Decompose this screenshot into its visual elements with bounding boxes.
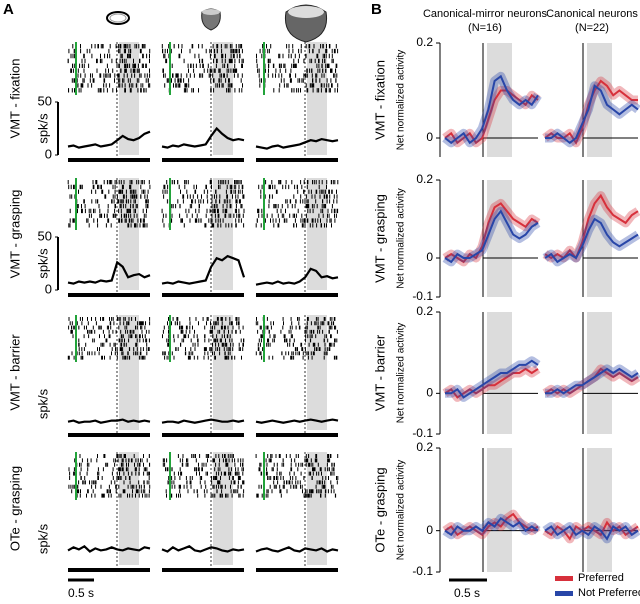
response-window: [213, 178, 233, 290]
mean-line: [444, 74, 539, 145]
mean-line: [444, 202, 539, 264]
row-label: spk/s: [35, 388, 50, 419]
row-label: Net normalized activity: [396, 460, 407, 561]
y-tick-label: -0.1: [412, 564, 433, 578]
y-tick-label: 0: [426, 130, 433, 144]
raster: [161, 44, 244, 93]
response-window: [587, 180, 612, 297]
mean-line: [544, 193, 639, 260]
mean-line: [444, 516, 539, 537]
response-window: [487, 180, 512, 297]
rate-line: [161, 418, 245, 424]
row-label: VMT - barrier: [7, 334, 22, 411]
raster: [67, 317, 151, 360]
y-tick-label: 0: [426, 523, 433, 537]
row-label: Net normalized activity: [396, 323, 407, 424]
row-label: VMT - fixation: [372, 60, 387, 140]
response-window: [213, 42, 233, 155]
y-tick-label: 0.2: [416, 35, 433, 49]
raster: [162, 454, 245, 498]
y-tick-label: 0.2: [416, 172, 433, 186]
row-label: VMT - grasping: [7, 190, 22, 279]
raster: [256, 44, 339, 93]
column-title: Canonical neurons: [546, 8, 638, 20]
rate-line: [255, 418, 339, 424]
row-label: VMT - barrier: [372, 334, 387, 411]
mean-line: [545, 367, 639, 395]
response-window: [487, 448, 512, 572]
raster: [68, 454, 151, 498]
legend-swatch: [555, 591, 573, 596]
rate-line: [255, 137, 339, 150]
row-label: spk/s: [35, 248, 50, 279]
y-tick-label: 0: [45, 146, 52, 161]
mean-line: [445, 359, 539, 399]
rate-line: [67, 544, 151, 553]
y-tick-label: 0.2: [416, 440, 433, 454]
y-tick-label: 50: [38, 93, 52, 108]
rate-line: [255, 267, 339, 286]
y-tick-label: -0.1: [412, 289, 433, 303]
mean-line: [544, 217, 639, 264]
response-window: [213, 315, 233, 430]
row-label: OTe - grasping: [7, 466, 22, 551]
y-tick-label: 0: [426, 250, 433, 264]
scale-bar-label: 0.5 s: [68, 586, 94, 600]
mean-line: [444, 367, 539, 399]
row-label: Net normalized activity: [396, 188, 407, 289]
column-title: (N=22): [575, 22, 609, 34]
response-window: [119, 315, 139, 430]
response-window: [119, 452, 139, 565]
raster: [67, 44, 151, 93]
rate-line: [161, 254, 246, 285]
y-tick-label: 0: [45, 281, 52, 296]
panel-label: B: [371, 1, 382, 18]
panel-label: A: [3, 1, 14, 18]
row-label: spk/s: [35, 523, 50, 554]
column-title: Canonical-mirror neurons: [423, 8, 548, 20]
rate-line: [161, 126, 245, 149]
y-tick-label: 0: [426, 386, 433, 400]
rate-line: [67, 418, 151, 424]
response-window: [307, 452, 327, 565]
raster: [255, 180, 339, 228]
response-window: [587, 448, 612, 572]
mean-line: [544, 525, 639, 541]
y-tick-label: 0.2: [416, 304, 433, 318]
scale-bar-label: 0.5 s: [454, 586, 480, 600]
rate-line: [67, 260, 151, 285]
rate-line: [255, 546, 339, 553]
row-label: VMT - grasping: [372, 194, 387, 283]
legend-label: Preferred: [578, 572, 624, 584]
row-label: spk/s: [35, 113, 50, 144]
row-label: OTe - grasping: [372, 467, 387, 552]
response-window: [119, 178, 139, 290]
object-icons: [106, 4, 328, 43]
raster: [255, 317, 338, 360]
legend-label: Not Preferred: [578, 587, 640, 599]
y-tick-label: 50: [38, 228, 52, 243]
response-window: [307, 315, 327, 430]
raster: [161, 180, 245, 228]
y-tick-label: -0.1: [412, 426, 433, 440]
rate-line: [67, 130, 151, 149]
response-window: [213, 452, 233, 565]
row-label: Net normalized activity: [396, 50, 407, 151]
column-title: (N=16): [468, 22, 502, 34]
legend-swatch: [555, 576, 573, 581]
mean-line: [444, 209, 539, 264]
row-label: VMT - fixation: [7, 59, 22, 139]
mean-line: [544, 520, 639, 541]
raster: [162, 317, 245, 360]
rate-line: [161, 545, 245, 553]
raster: [67, 180, 151, 228]
mean-line: [545, 84, 639, 145]
